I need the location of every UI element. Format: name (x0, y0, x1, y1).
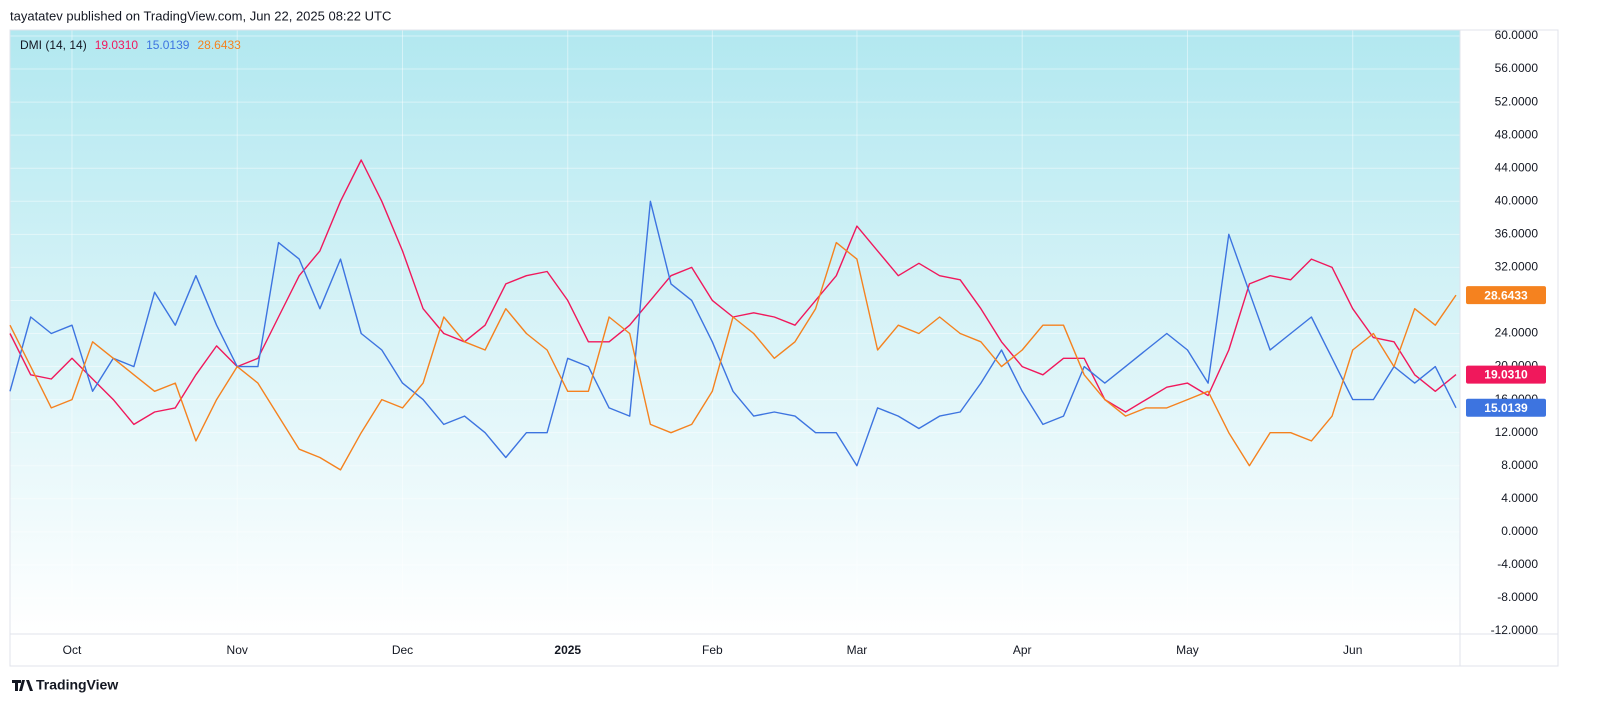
y-tick-label: 52.0000 (1495, 94, 1539, 108)
x-tick-label: Oct (63, 643, 82, 657)
price-tag (1466, 365, 1546, 384)
y-tick-label: 4.0000 (1501, 491, 1538, 505)
y-tick-label: 56.0000 (1495, 61, 1539, 75)
x-tick-label: Nov (227, 643, 248, 657)
x-tick-label: Feb (702, 643, 723, 657)
price-tag (1466, 286, 1546, 305)
y-tick-label: 12.0000 (1495, 425, 1539, 439)
chart-frame (9, 29, 1559, 667)
legend-value: 15.0139 (146, 38, 190, 52)
y-tick-label: -12.0000 (1491, 623, 1539, 637)
header: tayatatev published on TradingView.com, … (10, 8, 391, 23)
x-tick-label: 2025 (554, 643, 581, 657)
y-tick-label: 40.0000 (1495, 193, 1539, 207)
x-tick-label: May (1176, 643, 1199, 657)
legend: DMI (14, 14) 19.0310 15.0139 28.6433 (20, 38, 241, 52)
x-tick-label: Mar (847, 643, 868, 657)
y-tick-label: 36.0000 (1495, 227, 1539, 241)
y-tick-label: 8.0000 (1501, 458, 1538, 472)
legend-value: 28.6433 (197, 38, 241, 52)
x-tick-label: Dec (392, 643, 413, 657)
dmi-line (9, 241, 1457, 471)
x-tick-label: Apr (1013, 643, 1032, 657)
price-tag-label: 15.0139 (1484, 401, 1528, 415)
logo-icon (12, 680, 33, 691)
y-tick-label: 60.0000 (1495, 28, 1539, 42)
price-tag (1466, 398, 1546, 417)
price-tag-label: 28.6433 (1484, 288, 1528, 302)
footer-logo: TradingView (12, 677, 118, 693)
legend-value: 19.0310 (95, 38, 139, 52)
y-tick-label: 24.0000 (1495, 326, 1539, 340)
price-tag-label: 19.0310 (1484, 368, 1528, 382)
y-tick-label: -8.0000 (1497, 590, 1538, 604)
footer-brand: TradingView (36, 677, 118, 693)
y-tick-label: 32.0000 (1495, 260, 1539, 274)
y-tick-label: 44.0000 (1495, 160, 1539, 174)
y-tick-label: 0.0000 (1501, 524, 1538, 538)
plot-background (10, 30, 1460, 634)
dmi-line (9, 200, 1457, 467)
y-tick-label: 48.0000 (1495, 127, 1539, 141)
indicator-name: DMI (14, 14) (20, 38, 87, 52)
x-tick-label: Jun (1343, 643, 1362, 657)
y-tick-label: -4.0000 (1497, 557, 1538, 571)
